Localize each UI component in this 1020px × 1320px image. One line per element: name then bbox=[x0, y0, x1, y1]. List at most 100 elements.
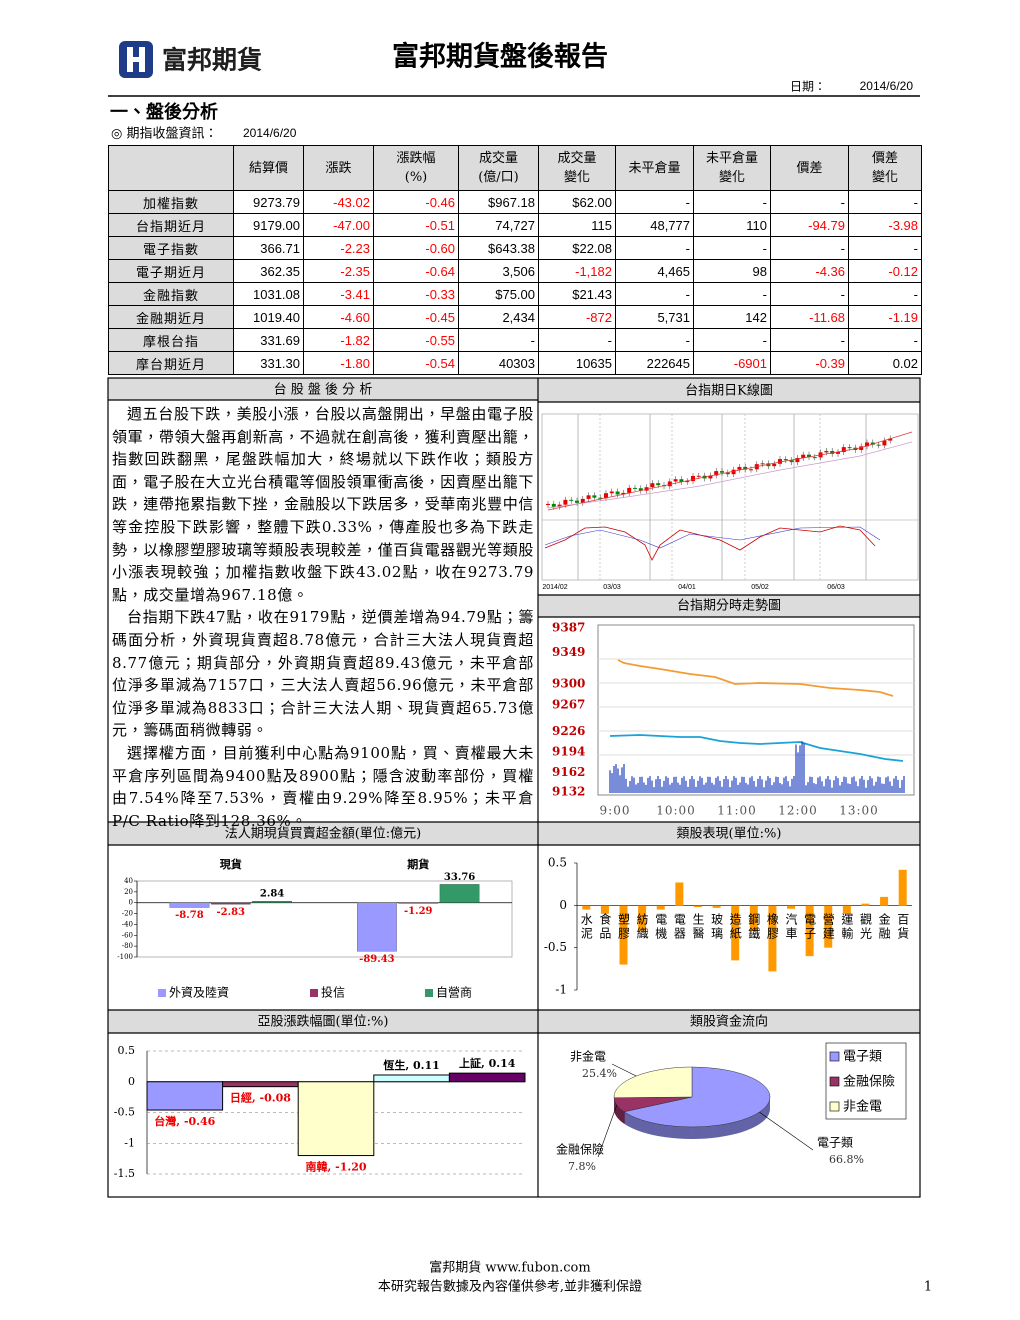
bar bbox=[768, 905, 777, 972]
table-cell: - bbox=[770, 190, 849, 214]
bar bbox=[448, 1072, 526, 1083]
table-cell: -872 bbox=[538, 305, 616, 329]
report-title: 富邦期貨盤後報告 bbox=[392, 41, 608, 73]
candle bbox=[627, 487, 632, 493]
bar bbox=[146, 1081, 224, 1111]
pie-value-label: 66.8% bbox=[829, 1153, 864, 1166]
table-cell: -0.55 bbox=[373, 328, 459, 352]
leader-line bbox=[759, 1111, 814, 1151]
header-row: 結算價 漲跌 漲跌幅 (%) 成交量 (億/口) 成交量 變化 未平倉量 未平倉量 變化 價差 價差 變化 bbox=[108, 145, 922, 191]
row-header: 電子指數 bbox=[108, 236, 234, 260]
kline-x-label: 06/03 bbox=[827, 584, 845, 591]
column-header-line: 結算價 bbox=[248, 160, 288, 176]
column-header: 成交量 變化 bbox=[538, 145, 616, 191]
table-cell: -3.98 bbox=[848, 213, 922, 237]
candle bbox=[691, 476, 695, 482]
intraday-y-label: 9162 bbox=[552, 765, 585, 779]
panel-title: 台指期日K線圖 bbox=[685, 383, 773, 399]
intraday-x-label: 9:00 bbox=[600, 804, 631, 818]
data-label: -1.29 bbox=[404, 906, 433, 917]
column-header-line: 價差 bbox=[796, 160, 823, 176]
price-line bbox=[617, 659, 894, 697]
table-cell: - bbox=[458, 328, 539, 352]
table-cell: -2.23 bbox=[303, 236, 374, 260]
bar bbox=[731, 905, 740, 961]
category-label: 玻璃 bbox=[710, 913, 724, 941]
bar bbox=[675, 882, 684, 906]
panel-title: 類股資金流向 bbox=[690, 1014, 768, 1030]
table-cell: -0.33 bbox=[373, 282, 459, 306]
row-header: 台指期近月 bbox=[108, 213, 234, 237]
logo-text: 富邦期貨 bbox=[162, 46, 262, 75]
candle bbox=[836, 452, 840, 454]
legend-label: 自營商 bbox=[436, 985, 472, 1000]
column-header: 成交量 (億/口) bbox=[458, 145, 539, 191]
candle bbox=[557, 504, 562, 507]
intraday-frame bbox=[597, 624, 915, 796]
table-cell: 9179.00 bbox=[233, 213, 304, 237]
bar bbox=[749, 905, 758, 931]
candle bbox=[737, 466, 742, 470]
table-cell: -0.46 bbox=[373, 190, 459, 214]
price-line bbox=[609, 734, 904, 762]
table-cell: - bbox=[693, 328, 771, 352]
candle bbox=[830, 450, 835, 454]
y-tick-label: -60 bbox=[122, 931, 133, 939]
table-cell: 48,777 bbox=[615, 213, 694, 237]
y-tick-label: -0.5 bbox=[544, 940, 567, 954]
y-tick-label: -1 bbox=[124, 1136, 135, 1149]
data-row: 金融指數 1031.08 -3.41 -0.33 $75.00 $21.43- - - - bbox=[108, 282, 922, 306]
table-cell: 40303 bbox=[458, 351, 539, 375]
category-label: 塑膠 bbox=[617, 912, 631, 941]
candle bbox=[789, 460, 794, 463]
legend-label: 非金電 bbox=[843, 1099, 882, 1115]
table-cell: -0.39 bbox=[770, 351, 849, 375]
table-cell: 5,731 bbox=[615, 305, 694, 329]
panel-title: 台指期分時走勢圖 bbox=[677, 599, 781, 614]
candle bbox=[743, 466, 748, 470]
intraday-y-label: 9226 bbox=[552, 724, 585, 738]
intraday-y-label: 9300 bbox=[552, 676, 585, 690]
row-header: 摩台期近月 bbox=[108, 351, 234, 375]
panel-title: 亞股漲跌幅圖(單位:%) bbox=[258, 1014, 389, 1030]
table-cell: - bbox=[848, 236, 922, 260]
pie-value-label: 25.4% bbox=[582, 1067, 617, 1080]
data-label: 上証, 0.14 bbox=[459, 1056, 516, 1070]
data-row: 電子指數 366.71 -2.23 -0.60 $643.38 $22.08- - - - bbox=[108, 236, 922, 260]
kline-frame bbox=[541, 413, 919, 581]
candle bbox=[795, 458, 800, 463]
candle bbox=[841, 447, 846, 453]
candle bbox=[772, 463, 777, 467]
table-cell: -0.54 bbox=[373, 351, 459, 375]
candle bbox=[604, 493, 608, 499]
table-cell: 110 bbox=[693, 213, 771, 237]
table-cell: 331.69 bbox=[233, 328, 304, 352]
pie-slice bbox=[613, 1066, 693, 1099]
intraday-y-label: 9387 bbox=[552, 621, 585, 635]
column-header-line: 變化 bbox=[871, 170, 898, 185]
kline-x-label: 05/02 bbox=[751, 584, 769, 591]
candle bbox=[667, 481, 672, 487]
candle bbox=[580, 498, 585, 503]
category-label: 營建 bbox=[821, 913, 835, 941]
column-header: 漲跌幅 (%) bbox=[373, 145, 459, 191]
column-header-line: 漲跌幅 bbox=[396, 151, 436, 166]
bar bbox=[898, 869, 907, 906]
table-cell: 115 bbox=[538, 213, 616, 237]
column-header: 價差 bbox=[770, 145, 849, 191]
category-label: 造紙 bbox=[728, 913, 742, 941]
table-cell: - bbox=[770, 282, 849, 306]
table-cell: -0.12 bbox=[848, 259, 922, 283]
table-cell: -0.45 bbox=[373, 305, 459, 329]
column-header-line: 未平倉量 bbox=[705, 151, 758, 166]
column-header-line: 變化 bbox=[563, 170, 590, 185]
column-header: 未平倉量 bbox=[615, 145, 694, 191]
candle bbox=[633, 487, 637, 489]
category-label: 橡膠 bbox=[765, 913, 779, 941]
panel-title: 台 股 盤 後 分 析 bbox=[274, 383, 373, 398]
column-header-line: (億/口) bbox=[478, 170, 519, 185]
bar bbox=[805, 905, 814, 957]
column-header-line: (%) bbox=[404, 170, 428, 185]
bar bbox=[398, 902, 439, 904]
